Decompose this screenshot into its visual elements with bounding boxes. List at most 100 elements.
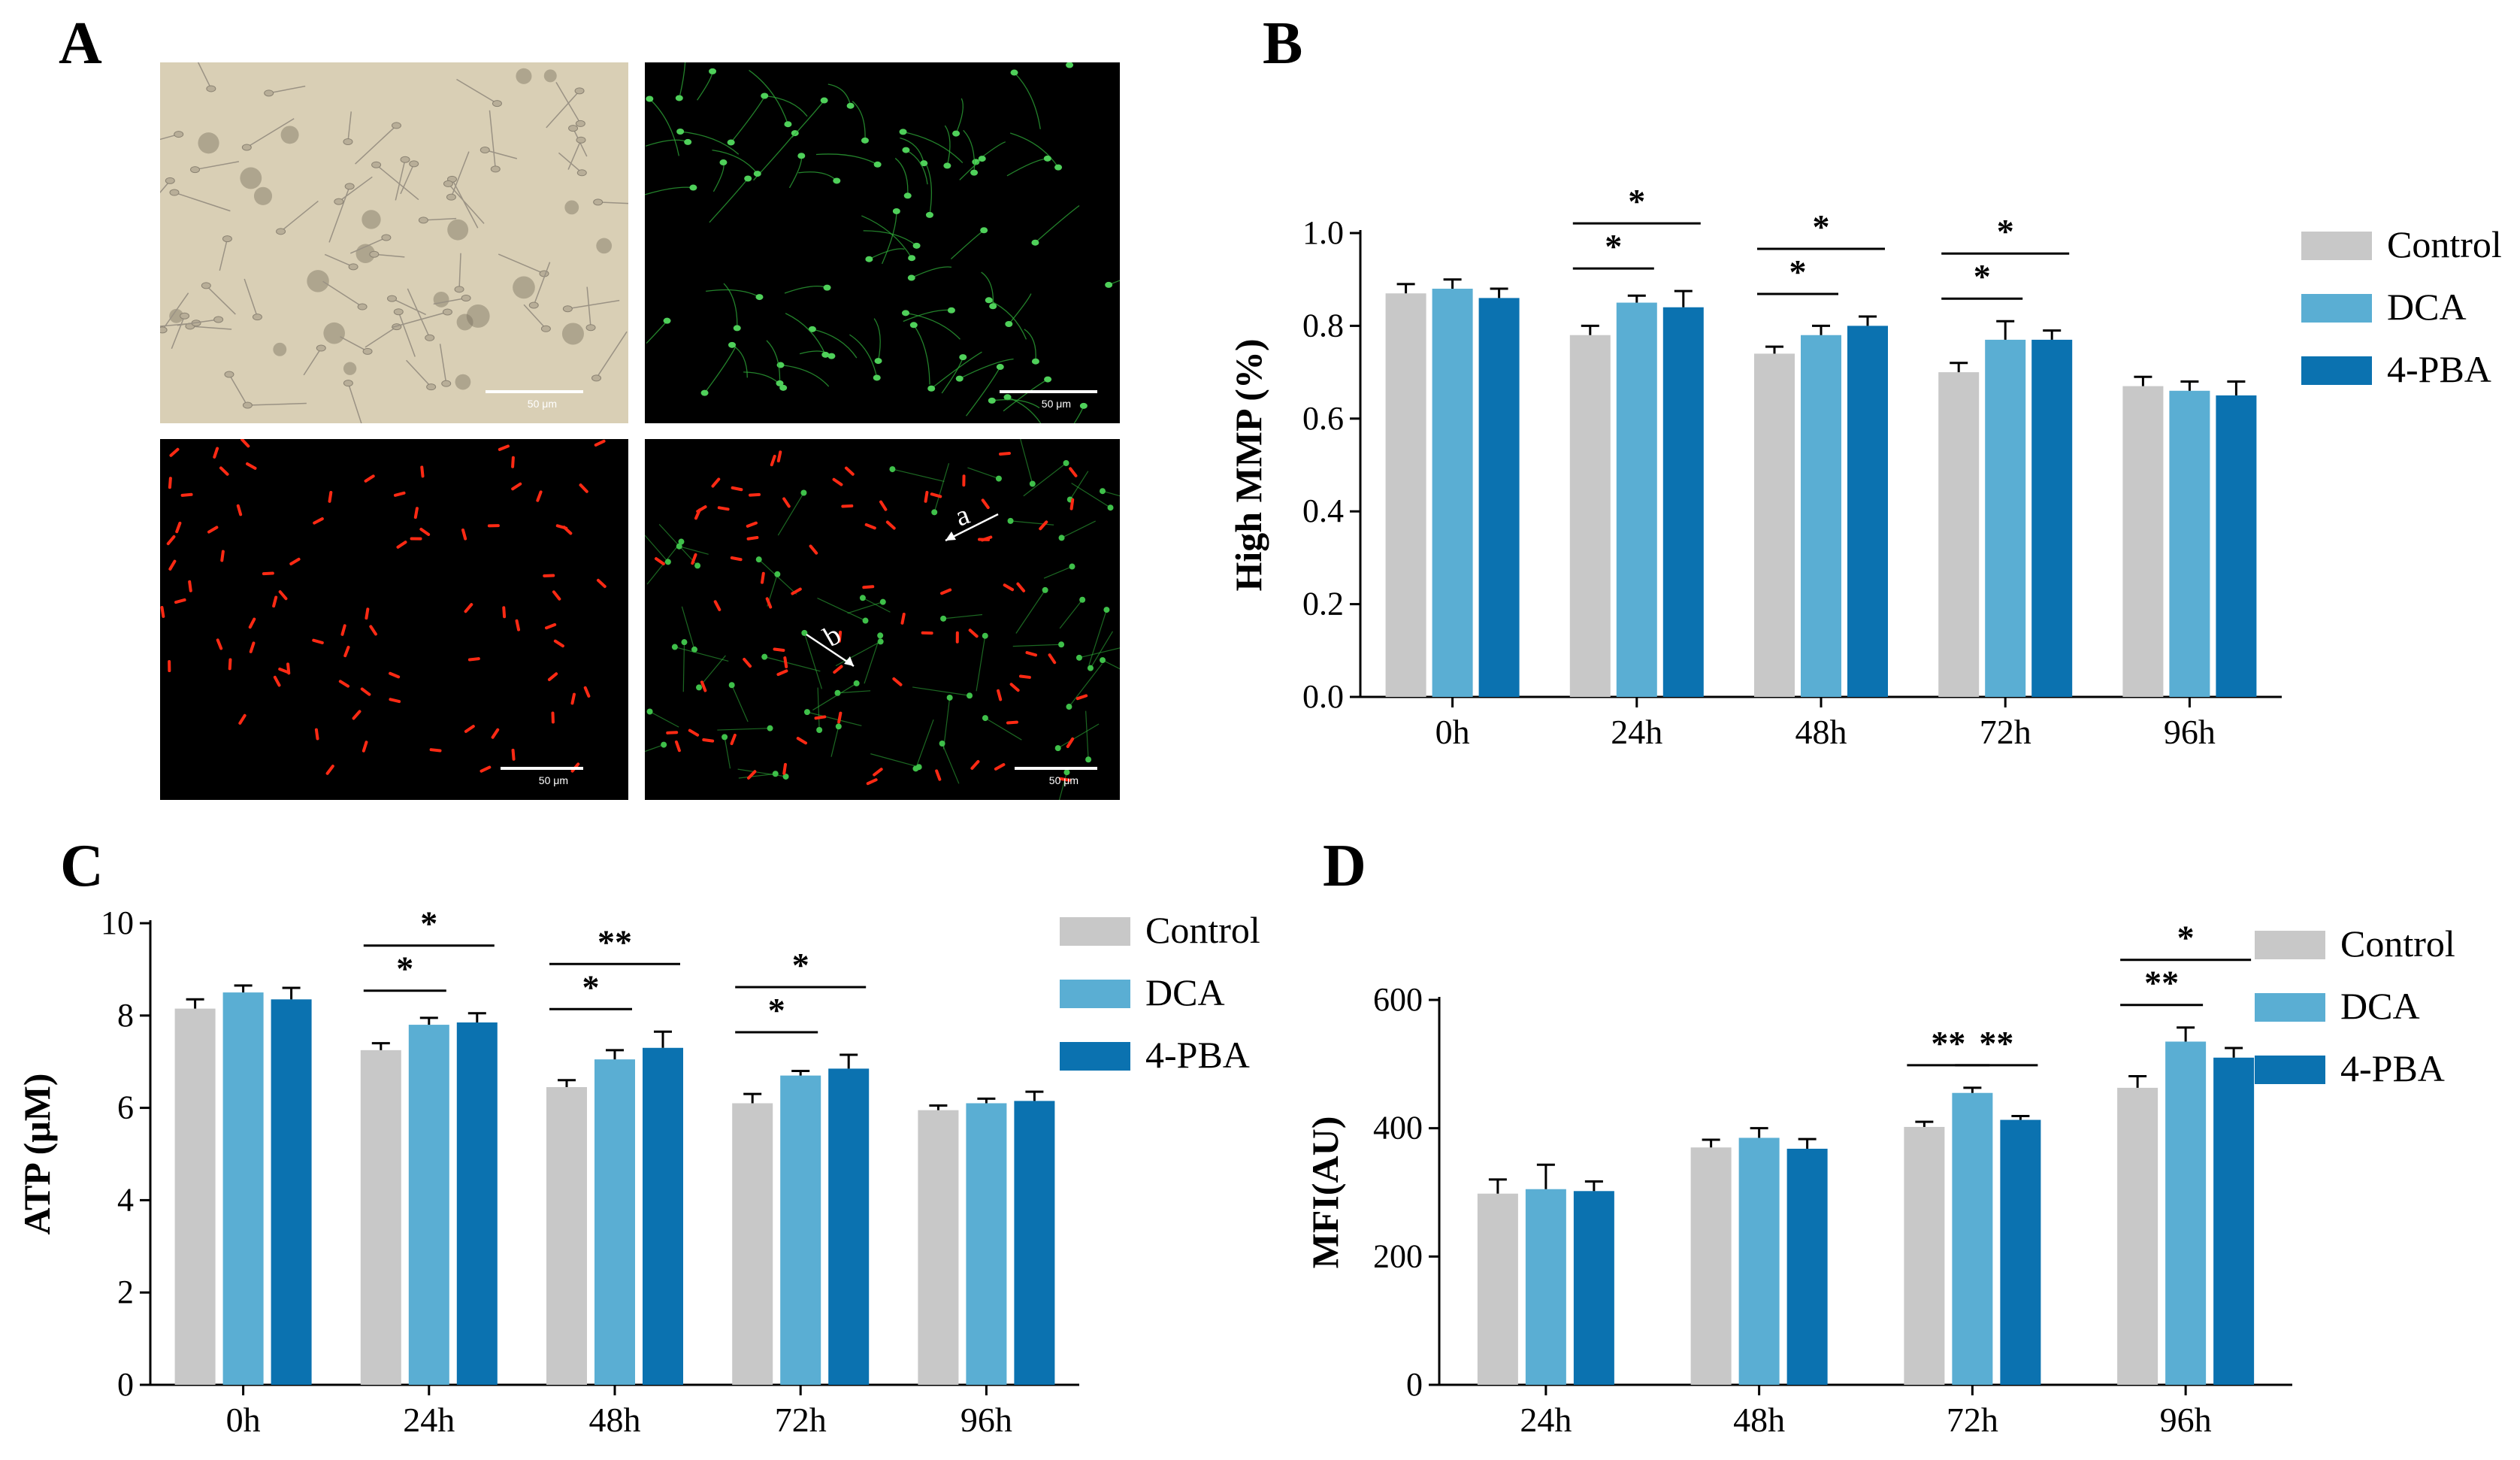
bar <box>780 1075 821 1385</box>
sperm-tail <box>1008 293 1032 325</box>
midpiece-stain <box>862 585 875 589</box>
sperm-head <box>728 682 735 689</box>
midpiece-stain <box>325 765 334 775</box>
significance-marker: * <box>1997 212 2014 250</box>
sperm-head <box>242 401 253 409</box>
sperm-tail <box>349 237 387 254</box>
sperm-tail <box>1061 520 1096 538</box>
sperm-head <box>823 284 831 291</box>
sperm-tail <box>930 351 982 389</box>
sperm-tail <box>1009 132 1059 168</box>
sperm-tail <box>447 183 485 224</box>
midpiece-stain <box>246 462 257 470</box>
sperm-tail <box>376 164 419 201</box>
sperm-head <box>1029 480 1036 487</box>
sperm-tail <box>567 299 620 310</box>
sperm-tail <box>697 71 713 101</box>
bar <box>732 1103 773 1385</box>
sperm-head <box>343 138 353 145</box>
sperm-head <box>264 89 274 97</box>
sperm-head <box>348 263 358 271</box>
sperm-head <box>418 217 428 224</box>
midpiece-stain <box>594 439 606 447</box>
midpiece-stain <box>547 672 558 681</box>
x-tick-label: 72h <box>1980 713 2031 751</box>
midpiece-stain <box>930 492 942 498</box>
midpiece-stain <box>940 588 952 595</box>
sperm-tail <box>340 336 368 353</box>
sperm-tail <box>398 311 416 357</box>
sperm-tail <box>784 286 827 294</box>
sperm-tail <box>1057 723 1100 749</box>
midpiece-stain <box>464 603 473 613</box>
midpiece-stain <box>994 763 1006 771</box>
sperm-tail <box>913 324 930 385</box>
midpiece-stain <box>837 711 843 724</box>
sperm-head <box>1063 769 1070 776</box>
midpiece-stain <box>970 759 980 770</box>
sperm-head <box>671 644 678 650</box>
legend-swatch <box>2255 1056 2325 1084</box>
midpiece-stain <box>579 483 588 493</box>
sperm-head <box>835 723 842 730</box>
arrow-a-head <box>945 532 956 541</box>
legend-label: DCA <box>2340 985 2420 1027</box>
sperm-head <box>915 764 922 771</box>
sperm-tail <box>817 598 866 622</box>
sperm-head <box>206 85 216 92</box>
sperm-head <box>874 358 882 365</box>
sperm-head <box>593 198 604 206</box>
midpiece-stain <box>782 762 787 775</box>
legend-swatch <box>2301 294 2372 323</box>
arrow-b <box>806 633 855 668</box>
midpiece-stain <box>389 698 401 704</box>
midpiece-stain <box>536 490 543 502</box>
sperm-tail <box>1102 659 1120 670</box>
sperm-tail <box>1068 663 1103 707</box>
sperm-tail <box>827 83 852 106</box>
panel-label-a: A <box>59 11 102 77</box>
sperm-tail <box>160 133 179 141</box>
sperm-tail <box>1088 609 1107 666</box>
sperm-tail <box>738 773 776 779</box>
sperm-tail <box>365 326 398 348</box>
cell-blob <box>447 219 469 241</box>
midpiece-stain <box>873 768 883 777</box>
sperm-tail <box>1006 158 1048 177</box>
sperm-head <box>1087 665 1094 671</box>
sperm-head <box>461 294 471 301</box>
sperm-tail <box>1015 589 1046 634</box>
sperm-tail <box>681 606 695 650</box>
sperm-tail <box>392 298 426 316</box>
sperm-tail <box>943 613 983 619</box>
midpiece-stain <box>1048 653 1057 665</box>
midpiece-stain <box>688 728 700 737</box>
sperm-tail <box>347 111 352 142</box>
sperm-head <box>776 380 784 386</box>
sperm-tail <box>451 178 479 229</box>
sperm-tail <box>966 366 1001 416</box>
midpiece-stain <box>832 477 843 486</box>
legend-label: DCA <box>2387 286 2467 328</box>
midpiece-stain <box>340 624 346 636</box>
midpiece-stain <box>711 477 721 488</box>
sperm-head <box>681 639 688 646</box>
sperm-head <box>816 727 823 734</box>
midpiece-stain <box>746 536 759 541</box>
bar <box>2169 390 2210 697</box>
sperm-head <box>978 156 986 162</box>
bar <box>2000 1119 2041 1385</box>
midpiece-stain <box>747 770 757 780</box>
midpiece-stain <box>360 687 371 696</box>
scale-bar <box>486 390 583 393</box>
midpiece-stain <box>419 527 431 536</box>
midpiece-stain <box>188 580 192 592</box>
sperm-tail <box>595 331 628 379</box>
midpiece-stain <box>338 680 350 688</box>
sperm-tail <box>894 157 909 196</box>
sperm-head <box>801 629 808 636</box>
micrograph-green-fluorescence: 50 μm <box>645 62 1120 423</box>
midpiece-stain <box>997 689 1003 701</box>
sperm-head <box>939 741 945 747</box>
sperm-head <box>727 139 735 146</box>
